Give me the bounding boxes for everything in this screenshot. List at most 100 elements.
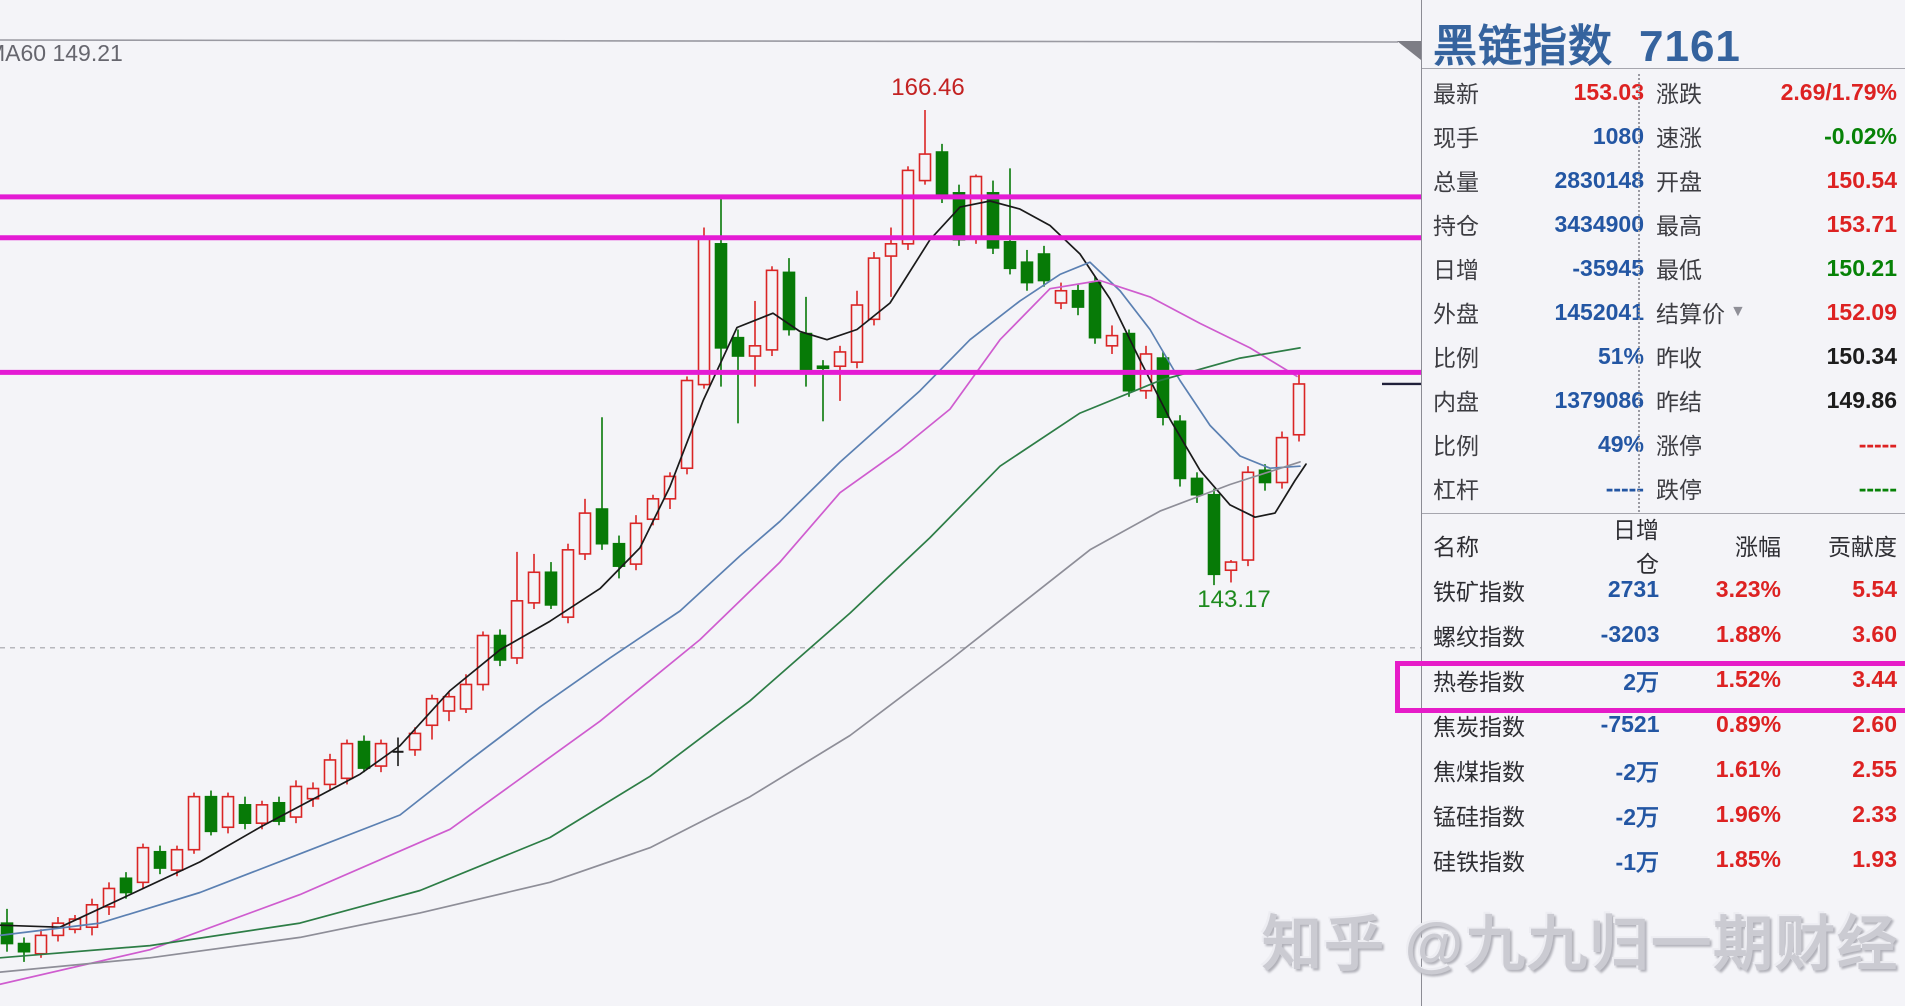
candle-body [153,850,167,869]
candle-body [1224,561,1238,572]
candlestick-chart[interactable] [0,0,1421,1006]
stat-label: 现手 [1433,125,1479,151]
peak-price-label: 166.46 [891,74,965,101]
cell-contribution: 2.55 [1852,756,1897,782]
cell-position: 2731 [1607,576,1659,602]
instrument-name: 黑链指数 [1433,22,1613,71]
candle-body [1122,332,1136,392]
stat-label: 杠杆 [1433,477,1479,503]
stat-label: 结算价 [1656,301,1725,327]
column-header-contribution[interactable]: 贡献度 [1828,533,1897,560]
table-row[interactable]: 锰硅指数 -2万 1.96% 2.33 [1422,792,1905,837]
candle-body [425,697,439,727]
stat-cell: 内盘 1379086 [1422,383,1644,417]
stat-value: 2830148 [1554,166,1644,193]
cell-change: 0.89% [1716,711,1782,737]
table-header-row: 名称 日增仓 涨幅 贡献度 [1422,517,1905,577]
table-row[interactable]: 焦煤指数 -2万 1.61% 2.55 [1422,747,1905,792]
candle-body [68,918,82,931]
trough-price-label: 143.17 [1197,586,1271,613]
candle-body [901,169,915,245]
stat-row: 最新 153.03 涨跌 2.69/1.79% [1422,70,1905,114]
stat-label: 总量 [1433,169,1479,195]
stat-label: 最新 [1433,81,1479,107]
stat-value: 153.71 [1826,210,1897,237]
stat-cell: 最新 153.03 [1422,75,1644,109]
stat-cell: 昨收 150.34 [1644,339,1905,373]
ma-slower-green-line [0,347,1301,959]
cell-position: -3203 [1600,621,1660,647]
quote-panel: 黑链指数 7161 最新 153.03 涨跌 2.69/1.79% 现手 1080 速涨 -0.… [1421,0,1905,1006]
stat-cell: 涨跌 2.69/1.79% [1644,75,1905,109]
candle-body [748,345,762,357]
stat-row: 内盘 1379086 昨结 149.86 [1422,378,1905,422]
cell-name: 硅铁指数 [1433,848,1525,875]
title-divider [1422,68,1905,69]
stat-cell: 日增 -35945 [1422,251,1644,285]
stat-cell: 比例 51% [1422,339,1644,373]
stat-cell: 昨结 149.86 [1644,383,1905,417]
stat-label: 涨跌 [1656,81,1702,107]
stat-label: 速涨 [1656,125,1702,151]
candle-body [510,600,524,659]
stat-value: 3434900 [1554,210,1644,237]
stat-cell: 外盘 1452041 [1422,295,1644,329]
candle-body [629,522,643,565]
table-row[interactable]: 铁矿指数 2731 3.23% 5.54 [1422,567,1905,612]
settlement-dropdown-icon[interactable]: ▼ [1730,303,1746,320]
ma60-legend: MA60 149.21 [0,40,123,66]
column-header-position[interactable]: 日增仓 [1613,516,1659,577]
candle-body [816,365,830,370]
column-header-name[interactable]: 名称 [1433,533,1479,560]
candle-body [884,243,898,257]
cell-change: 1.88% [1716,621,1782,647]
cell-position: -7521 [1600,711,1660,737]
stat-cell: 结算价 ▼ 152.09 [1644,295,1905,329]
ma-fast-black-line [0,200,1307,929]
candle-body [408,732,422,751]
candle-body [714,243,728,349]
cell-contribution: 3.60 [1852,621,1897,647]
cell-contribution: 2.60 [1852,711,1897,737]
candle-body [1207,493,1221,576]
table-row[interactable]: 热卷指数 2万 1.52% 3.44 [1422,657,1905,702]
candle-body [340,742,354,780]
stat-value: 150.54 [1826,166,1897,193]
stat-value: ----- [1605,474,1644,501]
stat-value: ----- [1858,430,1897,457]
candle-body [204,795,218,833]
table-row[interactable]: 硅铁指数 -1万 1.85% 1.93 [1422,837,1905,882]
stat-cell: 现手 1080 [1422,119,1644,153]
candle-body [459,683,473,710]
candle-body [527,571,541,604]
column-header-change[interactable]: 涨幅 [1735,533,1781,560]
cell-change: 3.23% [1715,576,1781,602]
candle-body [442,695,456,712]
candle-body [255,804,269,824]
candle-body [731,336,745,357]
cell-change: 1.61% [1715,756,1781,782]
candle-body [136,846,150,884]
stat-label: 最高 [1656,213,1702,239]
stat-value: 153.03 [1573,78,1644,105]
candle-body [833,351,847,368]
chart-area[interactable]: MA60 149.21 166.46 143.17 [0,0,1421,1006]
candle-body [187,795,201,851]
table-row[interactable]: 螺纹指数 -3203 1.88% 3.60 [1422,612,1905,657]
candle-body [1020,261,1034,284]
candle-body [1037,253,1051,282]
candle-body [1173,420,1187,480]
stat-cell: 杠杆 ----- [1422,471,1644,505]
stat-value: -35945 [1572,254,1644,281]
candle-body [1258,469,1272,484]
candle-body [918,153,932,182]
table-row[interactable]: 焦炭指数 -7521 0.89% 2.60 [1422,702,1905,747]
stat-cell: 跌停 ----- [1644,471,1905,505]
stat-value: 49% [1597,430,1644,457]
stat-row: 比例 51% 昨收 150.34 [1422,334,1905,378]
candle-body [1071,289,1085,308]
cell-name: 螺纹指数 [1433,623,1525,650]
candle-body [119,877,133,894]
cell-contribution: 1.93 [1852,846,1897,872]
